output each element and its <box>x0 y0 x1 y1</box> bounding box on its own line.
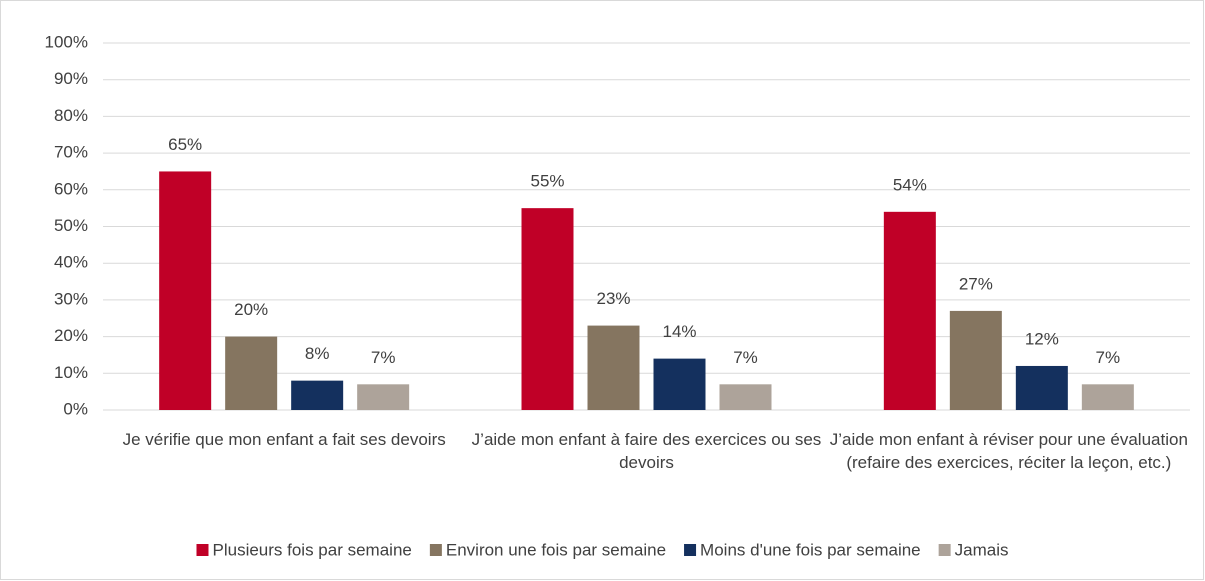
bar <box>1081 384 1134 410</box>
legend-swatch <box>429 544 442 556</box>
legend-label: Plusieurs fois par semaine <box>212 540 411 559</box>
bar <box>587 325 640 410</box>
legend-swatch <box>196 544 209 556</box>
legend-swatch <box>938 544 951 556</box>
data-label: 7% <box>1096 348 1121 367</box>
y-tick-label: 70% <box>54 143 88 162</box>
bar <box>159 171 212 410</box>
data-label: 8% <box>305 344 330 363</box>
legend: Plusieurs fois par semaine Environ une fo… <box>196 540 1009 559</box>
data-label: 27% <box>959 274 993 293</box>
bar <box>653 358 706 410</box>
bar <box>521 208 574 410</box>
y-tick-label: 90% <box>54 69 88 88</box>
legend-swatch <box>684 544 697 556</box>
data-label: 7% <box>733 348 758 367</box>
x-tick-label: J’aide mon enfant à réviser pour une éva… <box>829 430 1188 472</box>
bar <box>357 384 410 410</box>
data-label: 7% <box>371 348 396 367</box>
bar <box>719 384 772 410</box>
bar <box>225 336 278 410</box>
legend-label: Environ une fois par semaine <box>446 540 666 559</box>
y-tick-label: 10% <box>54 363 88 382</box>
y-tick-label: 100% <box>45 32 88 51</box>
data-label: 12% <box>1025 329 1059 348</box>
data-label: 14% <box>662 322 696 341</box>
y-tick-label: 80% <box>54 106 88 125</box>
y-tick-label: 30% <box>54 289 88 308</box>
x-tick-label: J’aide mon enfant à faire des exercices … <box>471 430 822 472</box>
bar <box>949 310 1002 410</box>
bar <box>883 211 936 410</box>
y-tick-label: 40% <box>54 253 88 272</box>
data-label: 65% <box>168 135 202 154</box>
bar <box>291 380 344 410</box>
y-tick-label: 60% <box>54 179 88 198</box>
legend-label: Moins d'une fois par semaine <box>700 540 921 559</box>
data-label: 23% <box>596 289 630 308</box>
data-label: 55% <box>530 172 564 191</box>
x-tick-label: Je vérifie que mon enfant a fait ses dev… <box>122 430 446 449</box>
y-tick-label: 20% <box>54 326 88 345</box>
data-label: 20% <box>234 300 268 319</box>
data-label: 54% <box>893 175 927 194</box>
legend-label: Jamais <box>955 540 1009 559</box>
y-tick-label: 0% <box>63 399 88 418</box>
y-tick-label: 50% <box>54 216 88 235</box>
bar <box>1015 365 1068 410</box>
